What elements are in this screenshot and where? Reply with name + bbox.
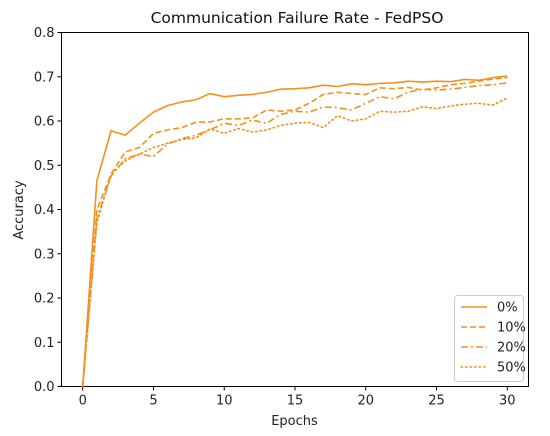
y-tick-label: 0.5 [34, 159, 55, 174]
legend-label-3: 20% [497, 341, 526, 356]
y-tick-label: 0.1 [34, 336, 55, 351]
y-axis: 0.0 0.1 0.2 0.3 0.4 0.5 0.6 0.7 0.8 [34, 26, 62, 395]
x-axis-label: Epochs [271, 414, 318, 429]
x-tick-label: 30 [499, 394, 516, 409]
x-tick-label: 25 [428, 394, 445, 409]
series-line-3 [81, 82, 508, 387]
y-tick-label: 0.3 [34, 247, 55, 262]
x-tick-label: 5 [149, 394, 157, 409]
y-tick-label: 0.7 [34, 70, 55, 85]
x-axis: 0 5 10 15 20 25 30 [79, 386, 516, 409]
series-line-1 [81, 75, 508, 387]
y-tick-label: 0.8 [34, 26, 55, 41]
y-tick-label: 0.2 [34, 292, 55, 307]
legend-label-1: 0% [497, 301, 518, 316]
series-line-4 [81, 97, 509, 388]
legend-box [454, 295, 524, 382]
series-line-2 [81, 76, 508, 387]
x-tick-label: 0 [79, 394, 87, 409]
legend-label-2: 10% [497, 321, 526, 336]
y-tick-label: 0.6 [34, 115, 55, 130]
y-tick-label: 0.4 [34, 203, 55, 218]
y-axis-label: Accuracy [12, 180, 27, 240]
legend: 0% 10% 20% 50% [454, 295, 526, 382]
legend-label-4: 50% [497, 361, 526, 376]
series-lines [81, 75, 509, 388]
x-tick-label: 10 [216, 394, 233, 409]
x-tick-label: 20 [357, 394, 374, 409]
y-tick-label: 0.0 [34, 380, 55, 395]
x-tick-label: 15 [287, 394, 304, 409]
chart-title: Communication Failure Rate - FedPSO [151, 9, 444, 27]
